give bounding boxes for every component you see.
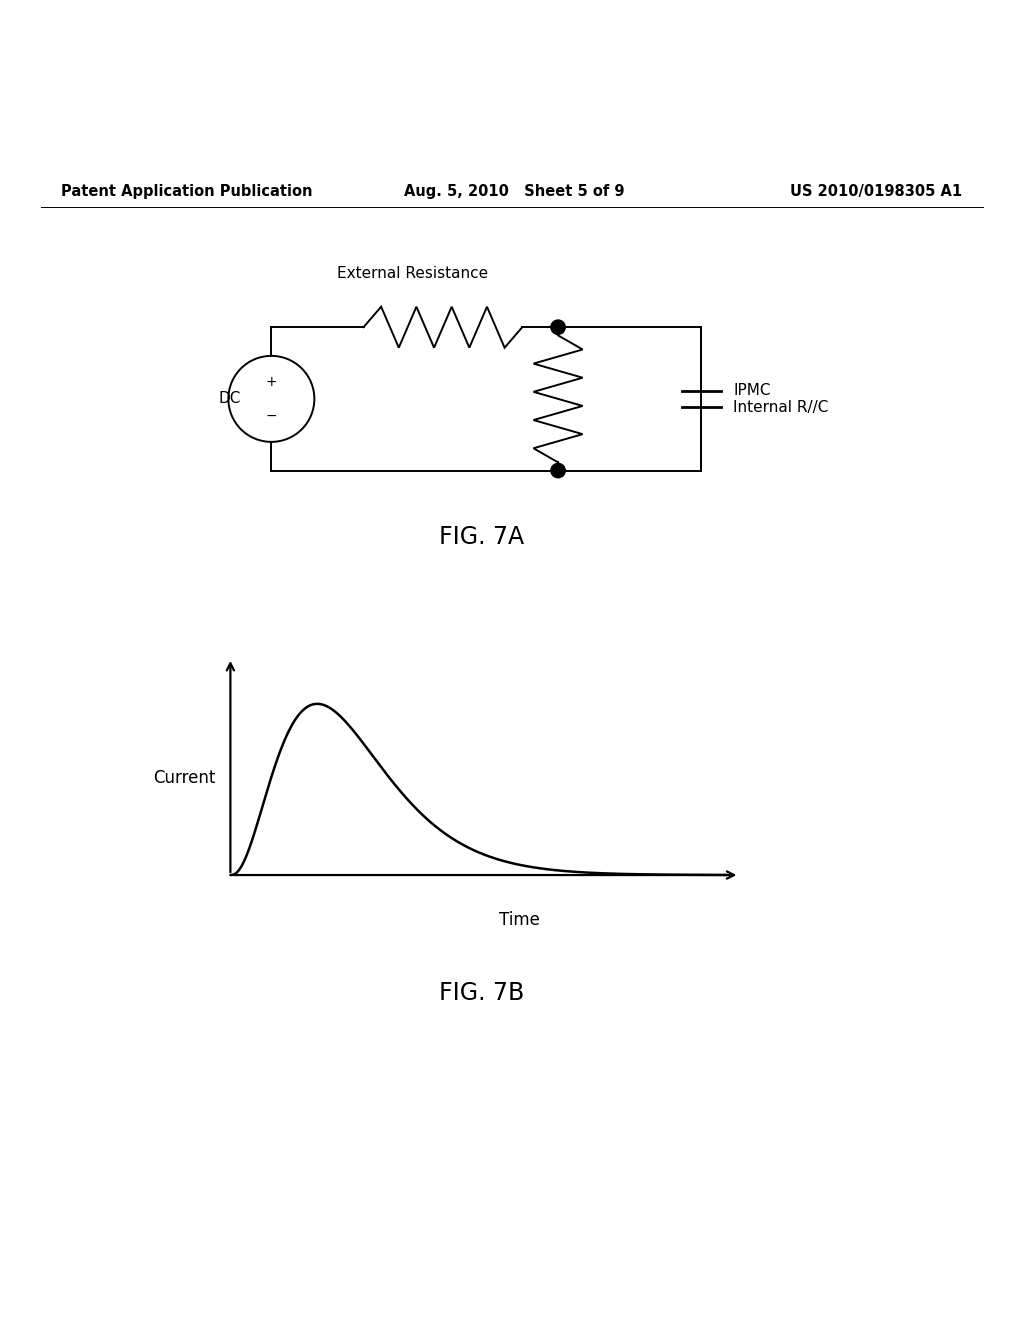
Text: Aug. 5, 2010   Sheet 5 of 9: Aug. 5, 2010 Sheet 5 of 9 xyxy=(404,183,625,198)
Text: US 2010/0198305 A1: US 2010/0198305 A1 xyxy=(791,183,963,198)
Text: Time: Time xyxy=(500,911,540,929)
Circle shape xyxy=(551,463,565,478)
Text: Internal R//C: Internal R//C xyxy=(733,400,828,414)
Text: FIG. 7A: FIG. 7A xyxy=(438,525,524,549)
Text: IPMC: IPMC xyxy=(733,383,771,399)
Text: External Resistance: External Resistance xyxy=(337,267,487,281)
Circle shape xyxy=(551,319,565,334)
Text: +: + xyxy=(265,375,278,388)
Text: DC: DC xyxy=(218,391,241,407)
Text: −: − xyxy=(265,409,278,424)
Text: Current: Current xyxy=(153,768,215,787)
Text: Patent Application Publication: Patent Application Publication xyxy=(61,183,313,198)
Text: FIG. 7B: FIG. 7B xyxy=(438,981,524,1005)
